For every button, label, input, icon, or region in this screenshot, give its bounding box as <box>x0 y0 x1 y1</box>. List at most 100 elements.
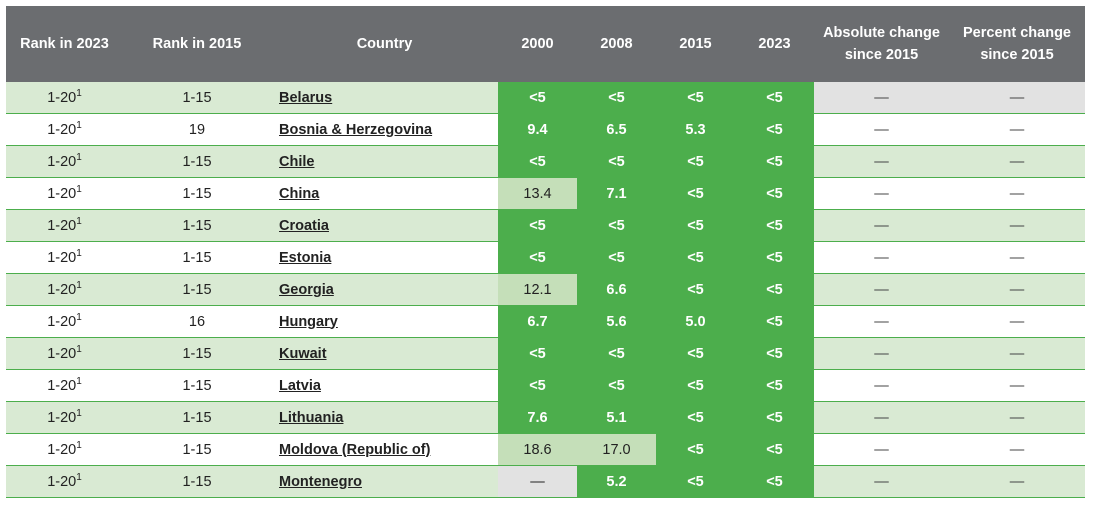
rank-2023-value: 1-20 <box>47 121 77 138</box>
header-rank-2023[interactable]: Rank in 2023 <box>6 6 123 82</box>
footnote-marker: 1 <box>76 407 82 419</box>
absolute-change-cell: — <box>814 113 949 146</box>
score-2015-cell: <5 <box>656 177 735 210</box>
country-link[interactable]: Estonia <box>279 249 332 266</box>
rank-2023-value: 1-20 <box>47 441 77 458</box>
header-year-2015[interactable]: 2015 <box>656 6 735 82</box>
country-link[interactable]: Belarus <box>279 89 333 106</box>
score-2000-cell: 18.6 <box>498 433 577 466</box>
ghi-ranking-table-container: Rank in 2023 Rank in 2015 Country 2000 2… <box>6 6 1085 498</box>
country-link[interactable]: Bosnia & Herzegovina <box>279 121 433 138</box>
score-2023-cell: <5 <box>735 273 814 306</box>
footnote-marker: 1 <box>76 183 82 195</box>
rank-2023-value: 1-20 <box>47 249 77 266</box>
country-cell: Latvia <box>271 369 498 402</box>
rank-2023-cell: 1-201 <box>6 82 123 114</box>
table-row: 1-201 1-15 Montenegro —5.2 <5 <5— — <box>6 465 1085 498</box>
rank-2023-cell: 1-201 <box>6 337 123 370</box>
score-2023-cell: <5 <box>735 82 814 114</box>
table-row: 1-201 1-15 Moldova (Republic of) 18.6 17.0 <5… <box>6 433 1085 466</box>
score-2000-cell: 9.4 <box>498 113 577 146</box>
header-year-2023[interactable]: 2023 <box>735 6 814 82</box>
absolute-change-cell: — <box>814 337 949 370</box>
country-link[interactable]: Georgia <box>279 281 334 298</box>
rank-2023-cell: 1-201 <box>6 241 123 274</box>
rank-2023-value: 1-20 <box>47 313 77 330</box>
score-2008-cell: 6.5 <box>577 113 656 146</box>
country-cell: Chile <box>271 145 498 178</box>
absolute-change-cell: — <box>814 82 949 114</box>
percent-change-cell: — <box>949 113 1085 146</box>
table-row: 1-201 19 Bosnia & Herzegovina 9.4 6.5 5.3 <5— — <box>6 113 1085 146</box>
country-link[interactable]: Latvia <box>279 377 321 394</box>
country-link[interactable]: Kuwait <box>279 345 327 362</box>
country-link[interactable]: Lithuania <box>279 409 344 426</box>
rank-2023-cell: 1-201 <box>6 369 123 402</box>
percent-change-cell: — <box>949 82 1085 114</box>
percent-change-cell: — <box>949 273 1085 306</box>
footnote-marker: 1 <box>76 151 82 163</box>
country-cell: Montenegro <box>271 465 498 498</box>
score-2023-cell: <5 <box>735 337 814 370</box>
absolute-change-cell: — <box>814 433 949 466</box>
score-2008-cell: 7.1 <box>577 177 656 210</box>
score-2023-cell: <5 <box>735 113 814 146</box>
score-2008-cell: <5 <box>577 337 656 370</box>
score-2008-cell: <5 <box>577 369 656 402</box>
country-link[interactable]: Chile <box>279 153 315 170</box>
rank-2015-cell: 1-15 <box>123 273 271 306</box>
table-row: 1-201 16 Hungary 6.7 5.6 5.0 <5— — <box>6 305 1085 338</box>
score-2000-cell: <5 <box>498 369 577 402</box>
header-percent-change[interactable]: Percent change since 2015 <box>949 6 1085 82</box>
score-2023-cell: <5 <box>735 177 814 210</box>
header-year-2000[interactable]: 2000 <box>498 6 577 82</box>
rank-2023-cell: 1-201 <box>6 305 123 338</box>
table-row: 1-201 1-15 Chile <5 <5 <5 <5— — <box>6 145 1085 178</box>
footnote-marker: 1 <box>76 375 82 387</box>
footnote-marker: 1 <box>76 311 82 323</box>
header-country[interactable]: Country <box>271 6 498 82</box>
rank-2023-cell: 1-201 <box>6 433 123 466</box>
country-link[interactable]: Hungary <box>279 313 338 330</box>
country-link[interactable]: China <box>279 185 320 202</box>
score-2000-cell: <5 <box>498 241 577 274</box>
percent-change-cell: — <box>949 209 1085 242</box>
header-rank-2015[interactable]: Rank in 2015 <box>123 6 271 82</box>
header-absolute-change[interactable]: Absolute change since 2015 <box>814 6 949 82</box>
table-row: 1-201 1-15 Croatia <5 <5 <5 <5— — <box>6 209 1085 242</box>
absolute-change-cell: — <box>814 177 949 210</box>
ghi-ranking-table: Rank in 2023 Rank in 2015 Country 2000 2… <box>6 6 1085 498</box>
rank-2023-value: 1-20 <box>47 345 77 362</box>
footnote-marker: 1 <box>76 279 82 291</box>
score-2023-cell: <5 <box>735 241 814 274</box>
rank-2023-value: 1-20 <box>47 217 77 234</box>
rank-2015-cell: 1-15 <box>123 241 271 274</box>
table-row: 1-201 1-15 Estonia <5 <5 <5 <5— — <box>6 241 1085 274</box>
score-2000-cell: <5 <box>498 337 577 370</box>
rank-2023-value: 1-20 <box>47 153 77 170</box>
footnote-marker: 1 <box>76 247 82 259</box>
rank-2023-cell: 1-201 <box>6 145 123 178</box>
footnote-marker: 1 <box>76 343 82 355</box>
country-link[interactable]: Moldova (Republic of) <box>279 441 431 458</box>
rank-2015-cell: 1-15 <box>123 145 271 178</box>
header-year-2008[interactable]: 2008 <box>577 6 656 82</box>
country-cell: Estonia <box>271 241 498 274</box>
score-2000-cell: — <box>498 465 577 498</box>
score-2015-cell: <5 <box>656 209 735 242</box>
country-link[interactable]: Croatia <box>279 217 329 234</box>
score-2023-cell: <5 <box>735 401 814 434</box>
rank-2023-value: 1-20 <box>47 89 77 106</box>
rank-2023-cell: 1-201 <box>6 209 123 242</box>
rank-2023-cell: 1-201 <box>6 465 123 498</box>
score-2008-cell: <5 <box>577 209 656 242</box>
country-link[interactable]: Montenegro <box>279 473 362 490</box>
table-row: 1-201 1-15 Lithuania 7.6 5.1 <5 <5— — <box>6 401 1085 434</box>
absolute-change-cell: — <box>814 241 949 274</box>
score-2000-cell: 13.4 <box>498 177 577 210</box>
rank-2015-cell: 1-15 <box>123 465 271 498</box>
score-2008-cell: <5 <box>577 145 656 178</box>
country-cell: Kuwait <box>271 337 498 370</box>
rank-2015-cell: 1-15 <box>123 209 271 242</box>
score-2015-cell: <5 <box>656 465 735 498</box>
